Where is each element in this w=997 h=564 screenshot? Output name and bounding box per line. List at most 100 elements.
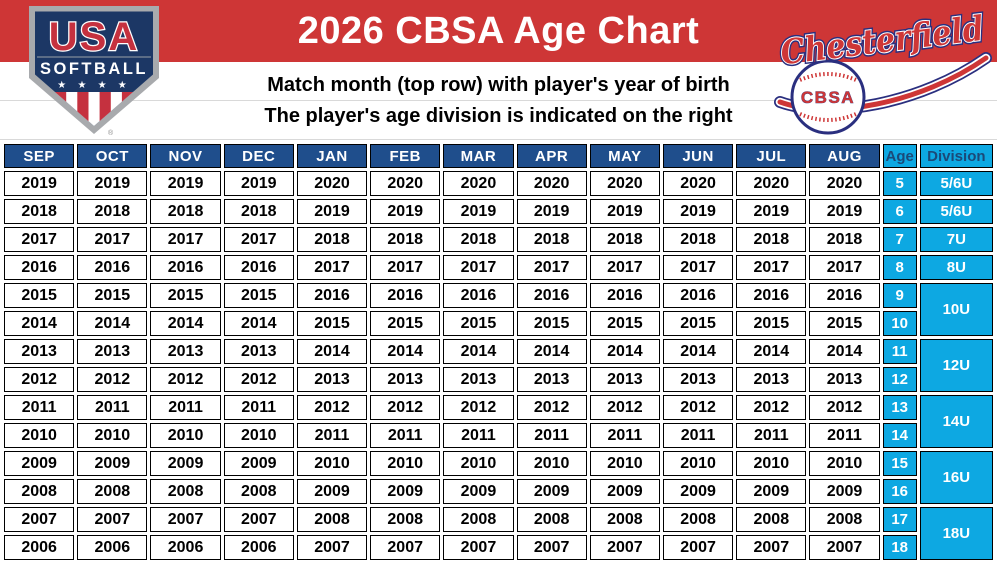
gridline bbox=[0, 139, 997, 140]
year-cell: 2011 bbox=[443, 423, 514, 448]
year-cell: 2006 bbox=[223, 535, 294, 560]
year-cell: 2017 bbox=[223, 227, 294, 252]
age-cell: 10 bbox=[882, 311, 917, 336]
year-cell: 2010 bbox=[589, 451, 660, 476]
year-cell: 2019 bbox=[809, 199, 880, 224]
year-cell: 2011 bbox=[4, 395, 75, 420]
year-cell: 2012 bbox=[4, 367, 75, 392]
age-cell: 18 bbox=[882, 535, 917, 560]
year-cell: 2019 bbox=[370, 199, 441, 224]
year-cell: 2008 bbox=[296, 507, 368, 532]
month-header-nov: NOV bbox=[150, 144, 221, 168]
year-cell: 2014 bbox=[736, 339, 807, 364]
year-cell: 2011 bbox=[736, 423, 807, 448]
age-chart-table: SEP OCT NOV DEC JAN FEB MAR APR MAY JUN JUL AUG Age D… bbox=[1, 141, 996, 563]
year-cell: 2017 bbox=[4, 227, 75, 252]
year-cell: 2007 bbox=[809, 535, 880, 560]
division-cell: 14U bbox=[919, 395, 993, 448]
year-cell: 2012 bbox=[370, 395, 441, 420]
year-cell: 2009 bbox=[516, 479, 587, 504]
year-cell: 2010 bbox=[516, 451, 587, 476]
year-cell: 2013 bbox=[809, 367, 880, 392]
year-cell: 2007 bbox=[662, 535, 734, 560]
division-cell: 12U bbox=[919, 339, 993, 392]
year-cell: 2017 bbox=[809, 255, 880, 280]
year-cell: 2018 bbox=[516, 227, 587, 252]
age-cell: 11 bbox=[882, 339, 917, 364]
year-cell: 2006 bbox=[77, 535, 148, 560]
year-cell: 2013 bbox=[443, 367, 514, 392]
year-cell: 2019 bbox=[516, 199, 587, 224]
year-cell: 2012 bbox=[662, 395, 734, 420]
year-cell: 2010 bbox=[77, 423, 148, 448]
division-cell: 8U bbox=[919, 255, 993, 280]
year-cell: 2013 bbox=[662, 367, 734, 392]
table-row: 2012 2012 2012 2012 2013 2013 2013 2013 2013 2013… bbox=[4, 367, 993, 392]
month-header-aug: AUG bbox=[809, 144, 880, 168]
year-cell: 2017 bbox=[150, 227, 221, 252]
year-cell: 2016 bbox=[370, 283, 441, 308]
month-header-jul: JUL bbox=[736, 144, 807, 168]
year-cell: 2008 bbox=[223, 479, 294, 504]
month-header-jun: JUN bbox=[662, 144, 734, 168]
year-cell: 2017 bbox=[662, 255, 734, 280]
month-header-oct: OCT bbox=[77, 144, 148, 168]
year-cell: 2020 bbox=[736, 171, 807, 196]
year-cell: 2009 bbox=[296, 479, 368, 504]
year-cell: 2014 bbox=[809, 339, 880, 364]
year-cell: 2014 bbox=[296, 339, 368, 364]
table-row: 2019 2019 2019 2019 2020 2020 2020 2020 2020 2020… bbox=[4, 171, 993, 196]
year-cell: 2020 bbox=[443, 171, 514, 196]
year-cell: 2012 bbox=[223, 367, 294, 392]
table-row: 2015 2015 2015 2015 2016 2016 2016 2016 2016 2016… bbox=[4, 283, 993, 336]
year-cell: 2019 bbox=[296, 199, 368, 224]
month-header-jan: JAN bbox=[296, 144, 368, 168]
year-cell: 2009 bbox=[809, 479, 880, 504]
year-cell: 2009 bbox=[370, 479, 441, 504]
month-header-may: MAY bbox=[589, 144, 660, 168]
year-cell: 2010 bbox=[662, 451, 734, 476]
age-cell: 6 bbox=[882, 199, 917, 224]
year-cell: 2013 bbox=[516, 367, 587, 392]
svg-text:Chesterfield: Chesterfield bbox=[778, 9, 986, 74]
year-cell: 2018 bbox=[589, 227, 660, 252]
year-cell: 2015 bbox=[223, 283, 294, 308]
year-cell: 2013 bbox=[736, 367, 807, 392]
year-cell: 2016 bbox=[77, 255, 148, 280]
year-cell: 2007 bbox=[223, 507, 294, 532]
year-cell: 2012 bbox=[736, 395, 807, 420]
year-cell: 2007 bbox=[370, 535, 441, 560]
year-cell: 2015 bbox=[736, 311, 807, 336]
age-cell: 17 bbox=[882, 507, 917, 532]
year-cell: 2008 bbox=[4, 479, 75, 504]
year-cell: 2016 bbox=[662, 283, 734, 308]
month-header-sep: SEP bbox=[4, 144, 75, 168]
year-cell: 2007 bbox=[516, 535, 587, 560]
year-cell: 2016 bbox=[150, 255, 221, 280]
month-header-mar: MAR bbox=[443, 144, 514, 168]
year-cell: 2015 bbox=[589, 311, 660, 336]
year-cell: 2016 bbox=[296, 283, 368, 308]
year-cell: 2010 bbox=[736, 451, 807, 476]
year-cell: 2015 bbox=[516, 311, 587, 336]
softball-text: SOFTBALL bbox=[40, 60, 148, 78]
year-cell: 2017 bbox=[296, 255, 368, 280]
stars-row: ★ ★ ★ ★ bbox=[57, 80, 130, 91]
year-cell: 2020 bbox=[662, 171, 734, 196]
year-cell: 2016 bbox=[4, 255, 75, 280]
year-cell: 2017 bbox=[370, 255, 441, 280]
year-cell: 2010 bbox=[4, 423, 75, 448]
division-column-header: Division bbox=[919, 144, 993, 168]
division-cell: 5/6U bbox=[919, 171, 993, 196]
instruction-line-1: Match month (top row) with player's year… bbox=[267, 74, 730, 96]
baseball-icon: CBSA bbox=[790, 59, 866, 135]
year-cell: 2010 bbox=[443, 451, 514, 476]
year-cell: 2009 bbox=[77, 451, 148, 476]
year-cell: 2020 bbox=[809, 171, 880, 196]
year-cell: 2007 bbox=[4, 507, 75, 532]
year-cell: 2008 bbox=[150, 479, 221, 504]
year-cell: 2009 bbox=[662, 479, 734, 504]
year-cell: 2014 bbox=[223, 311, 294, 336]
age-cell: 9 bbox=[882, 283, 917, 308]
